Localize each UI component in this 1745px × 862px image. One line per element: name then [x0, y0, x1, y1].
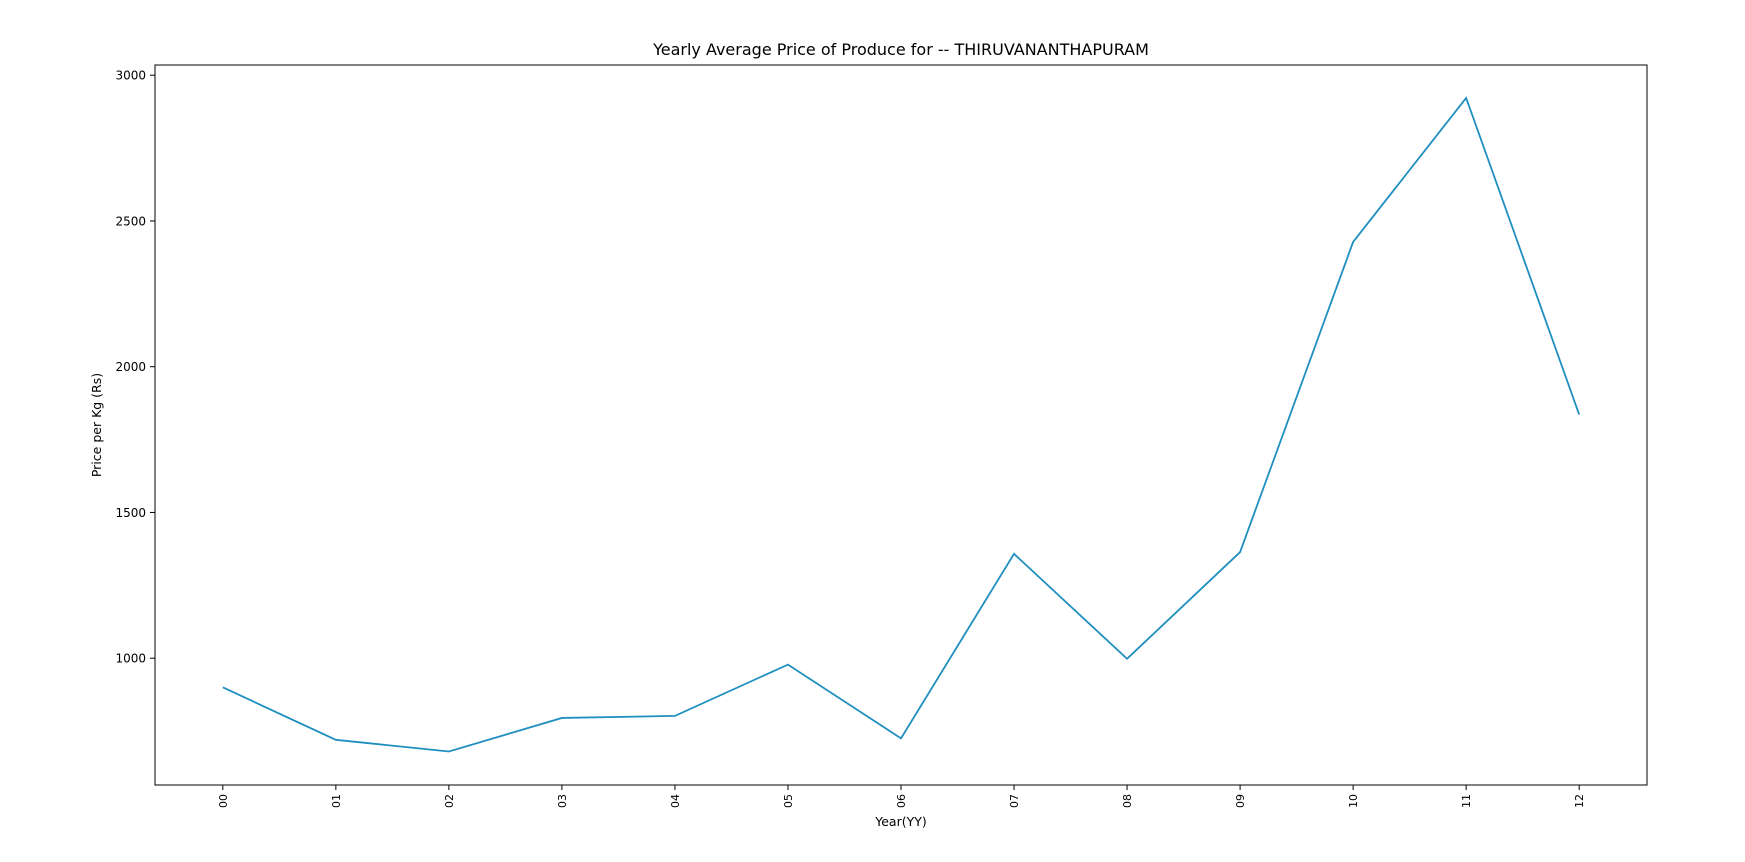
y-tick-label: 3000 [115, 69, 146, 83]
x-tick-label: 07 [1008, 794, 1021, 808]
x-tick-label: 00 [217, 794, 230, 808]
x-axis: 00 01 02 03 04 05 06 07 08 09 10 11 12 [217, 785, 1586, 808]
y-tick-label: 1500 [115, 506, 146, 520]
x-tick-label: 02 [443, 794, 456, 808]
x-axis-label: Year(YY) [874, 814, 927, 829]
x-tick-label: 08 [1121, 794, 1134, 808]
y-tick-label: 2500 [115, 214, 146, 228]
x-tick-label: 09 [1234, 794, 1247, 808]
x-tick-label: 04 [669, 794, 682, 808]
y-tick-label: 2000 [115, 360, 146, 374]
x-tick-label: 03 [556, 794, 569, 808]
chart-title: Yearly Average Price of Produce for -- T… [652, 40, 1149, 59]
x-tick-label: 12 [1573, 794, 1586, 808]
y-axis-label: Price per Kg (Rs) [89, 373, 104, 477]
x-tick-label: 01 [330, 794, 343, 808]
y-axis: 1000 1500 2000 2500 3000 [115, 69, 155, 666]
plot-area-frame [154, 64, 1648, 786]
x-tick-label: 05 [782, 794, 795, 808]
x-tick-label: 10 [1347, 794, 1360, 808]
series-layer [222, 96, 1581, 753]
x-tick-label: 06 [895, 794, 908, 808]
x-tick-label: 11 [1460, 794, 1473, 808]
series-line [222, 96, 1581, 753]
y-tick-label: 1000 [115, 652, 146, 666]
